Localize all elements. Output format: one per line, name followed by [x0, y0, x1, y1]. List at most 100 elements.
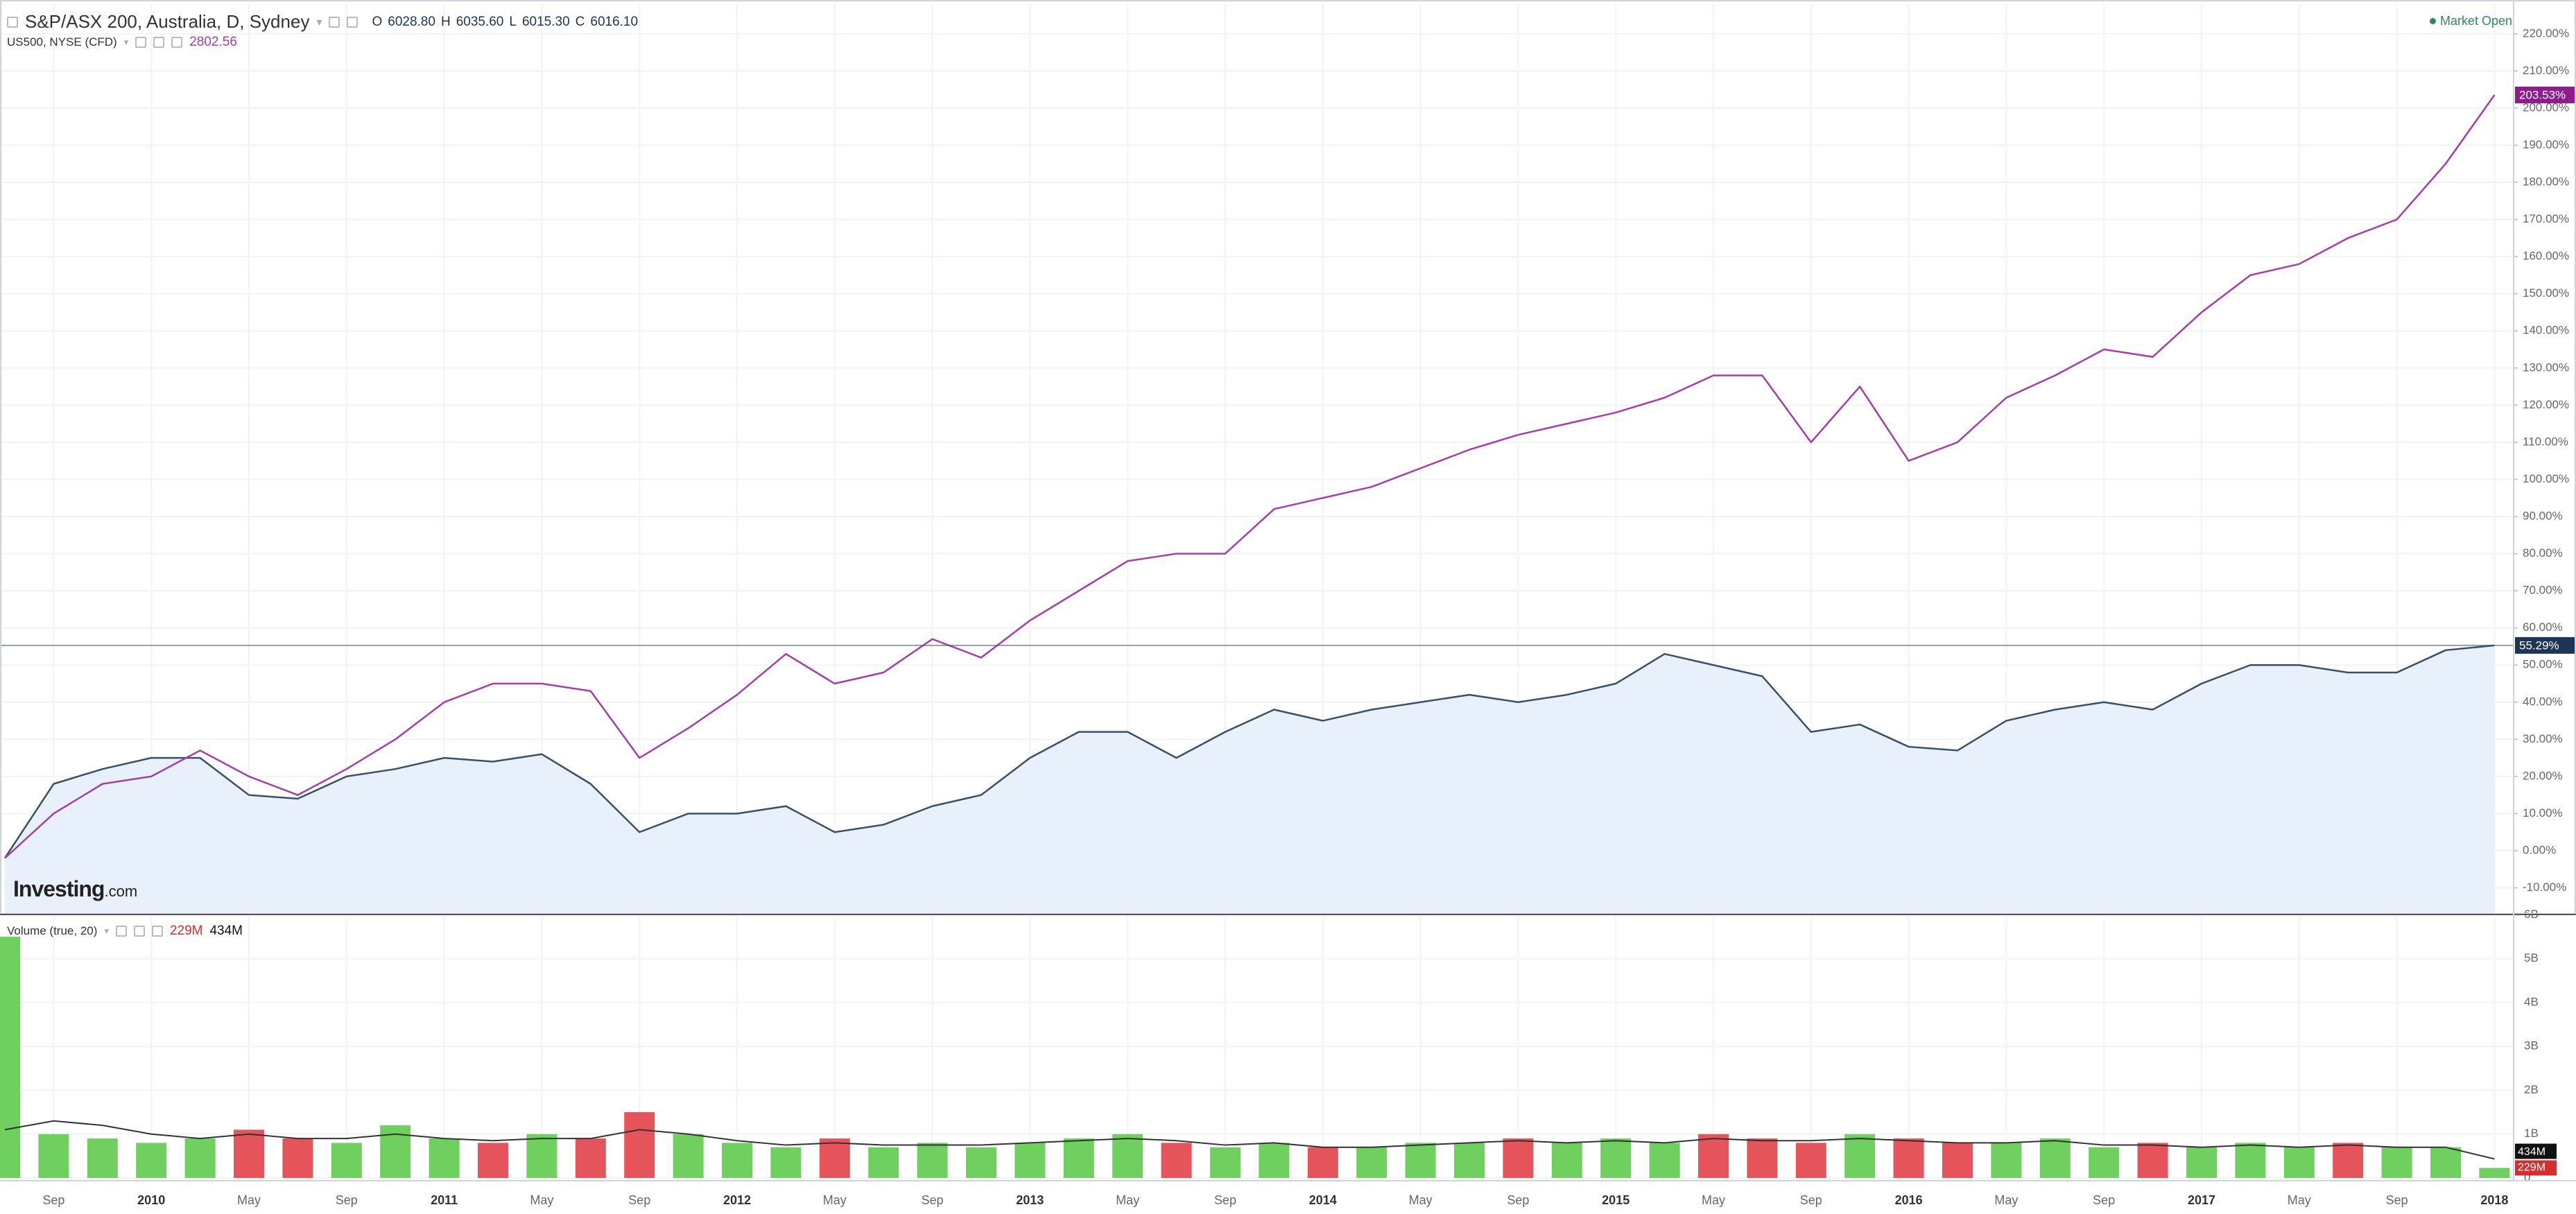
settings-icon[interactable]	[135, 37, 147, 48]
settings-icon[interactable]	[329, 16, 340, 28]
ohlc-value: 6015.30	[521, 14, 570, 29]
volume-bar	[1356, 1147, 1388, 1178]
compare-price: 2802.56	[189, 35, 237, 49]
x-tick-label: May	[823, 1193, 847, 1207]
y-tick-label: 20.00%	[2523, 769, 2563, 782]
x-tick-label: 2015	[1602, 1193, 1630, 1207]
remove-icon[interactable]	[151, 926, 163, 937]
dropdown-arrow[interactable]: ▾	[123, 37, 129, 47]
area	[5, 645, 2495, 913]
volume-bar	[234, 1129, 264, 1178]
x-tick-label: 2017	[2188, 1193, 2215, 1207]
collapse-icon[interactable]	[7, 16, 18, 28]
y-tick-label: 160.00%	[2523, 250, 2569, 263]
volume-bar	[38, 1134, 69, 1178]
y-tick-label: 210.00%	[2523, 64, 2569, 77]
volume-badge	[2515, 1160, 2557, 1176]
volume-bar	[1161, 1143, 1192, 1178]
y-tick-label: 5B	[2524, 951, 2539, 964]
status-dot	[2429, 18, 2436, 24]
y-tick-label: 80.00%	[2523, 546, 2563, 560]
volume-bar	[1893, 1138, 1924, 1178]
x-tick-label: Sep	[1800, 1193, 1822, 1207]
y-tick-label: 60.00%	[2523, 621, 2563, 634]
y-tick-label: 180.00%	[2523, 175, 2569, 188]
last-value-badge	[2515, 636, 2575, 654]
ohlc-value: 6028.80	[388, 14, 435, 29]
volume-bar	[0, 937, 20, 1178]
y-tick-label: 100.00%	[2523, 472, 2569, 485]
volume-bar	[1551, 1143, 1582, 1178]
volume-bar	[1991, 1143, 2022, 1178]
x-tick-label: May	[1409, 1193, 1433, 1207]
volume-bar	[1698, 1134, 1729, 1178]
volume-bar	[2479, 1168, 2510, 1178]
hide-icon[interactable]	[347, 16, 358, 28]
x-tick-label: Sep	[1214, 1193, 1236, 1207]
y-tick-label: 3B	[2524, 1039, 2539, 1052]
y-tick-label: 170.00%	[2523, 212, 2569, 225]
volume-ma-last: 434M	[209, 923, 243, 938]
ohlc-letter: H	[440, 14, 451, 29]
watermark-suffix: .com	[104, 883, 138, 900]
volume-bar	[770, 1147, 802, 1178]
volume-bar	[624, 1112, 655, 1178]
status-text: Market Open	[2439, 14, 2512, 28]
volume-ma-badge-label: 434M	[2518, 1146, 2545, 1158]
volume-bar	[184, 1138, 216, 1178]
hide-icon[interactable]	[153, 37, 165, 48]
volume-bar	[87, 1138, 118, 1178]
volume-bar	[868, 1147, 899, 1178]
settings-icon[interactable]	[115, 926, 127, 937]
hide-icon[interactable]	[133, 926, 145, 937]
dropdown-arrow[interactable]: ▾	[316, 16, 322, 28]
volume-bar	[1503, 1138, 1534, 1178]
x-tick-label: May	[1994, 1193, 2018, 1207]
volume-bar	[2089, 1147, 2120, 1178]
x-tick-label: May	[1702, 1193, 1725, 1207]
volume-bar	[2333, 1143, 2364, 1178]
volume-bar	[2430, 1147, 2461, 1178]
volume-bar	[331, 1143, 362, 1178]
y-tick-label: 150.00%	[2523, 286, 2569, 300]
y-tick-label: 1B	[2524, 1127, 2539, 1140]
x-tick-label: Sep	[42, 1193, 64, 1207]
volume-bar	[478, 1143, 508, 1178]
y-tick-label: 220.00%	[2523, 26, 2569, 40]
volume-bar	[2186, 1147, 2217, 1178]
series-name: US500, NYSE (CFD)	[7, 35, 117, 49]
remove-icon[interactable]	[171, 37, 183, 48]
ohlc-value: 6035.60	[456, 14, 504, 29]
volume-bar	[673, 1134, 704, 1178]
ohlc-values: O 6028.80 H 6035.60 L 6015.30 C 6016.10	[372, 15, 638, 30]
volume-bar	[2283, 1147, 2315, 1178]
dropdown-arrow[interactable]: ▾	[104, 926, 109, 936]
volume-ma-line	[4, 1120, 2495, 1160]
x-tick-label: Sep	[628, 1193, 650, 1207]
market-status: Market Open	[2429, 14, 2512, 28]
x-tick-label: 2018	[2480, 1193, 2508, 1207]
x-tick-label: 2012	[723, 1193, 751, 1207]
y-tick-label: 130.00%	[2523, 361, 2569, 374]
ohlc-value: 6016.10	[590, 14, 639, 29]
volume-bar	[722, 1143, 752, 1178]
volume-bar	[1405, 1143, 1436, 1178]
volume-bar	[1063, 1138, 1094, 1178]
volume-bar	[2039, 1138, 2071, 1178]
compare-legend: US500, NYSE (CFD) ▾ 2802.56	[7, 35, 237, 50]
volume-bar	[1649, 1143, 1680, 1178]
volume-bar	[136, 1143, 167, 1178]
x-tick-label: May	[1116, 1193, 1139, 1207]
y-tick-label: -10.00%	[2523, 881, 2566, 894]
last-value-badge	[2515, 86, 2575, 103]
volume-bar	[819, 1138, 850, 1178]
volume-name: Volume (true, 20)	[7, 924, 98, 937]
x-tick-label: 2014	[1309, 1193, 1337, 1207]
y-tick-label: 4B	[2524, 995, 2539, 1008]
volume-bar	[2381, 1147, 2412, 1178]
volume-ma-badge	[2515, 1143, 2557, 1159]
y-tick-label: 110.00%	[2523, 435, 2568, 448]
volume-badge-label: 229M	[2518, 1162, 2545, 1174]
x-tick-label: May	[237, 1193, 261, 1207]
